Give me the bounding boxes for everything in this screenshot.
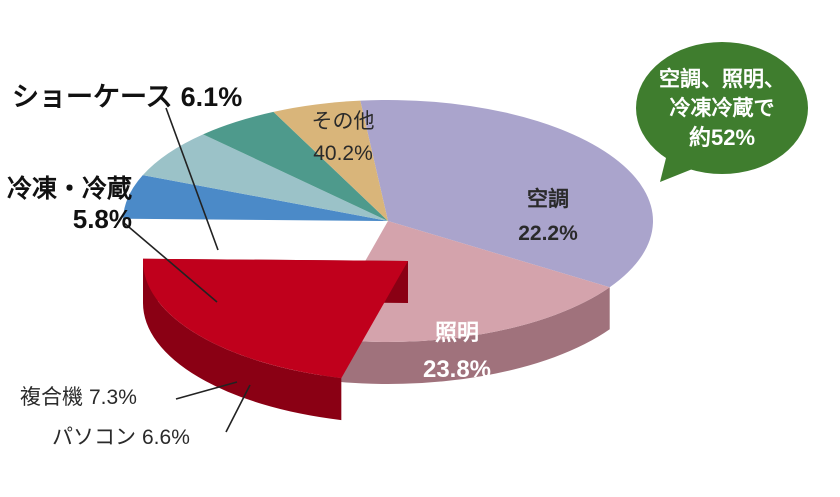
slice-label-pc-name: パソコン — [52, 426, 136, 449]
slice-value-lighting: 23.8% — [423, 356, 491, 383]
slice-aircon — [321, 221, 610, 342]
slice-lighting — [142, 258, 408, 379]
slice-lighting-group — [142, 258, 408, 421]
slice-value-copier: 7.3% — [89, 386, 137, 409]
leader-lines — [122, 107, 251, 433]
slice-value-freezer: 5.8% — [73, 204, 132, 234]
slice-label-copier-name: 複合機 — [20, 386, 83, 409]
callout-line-2: 冷凍冷蔵で — [670, 96, 775, 120]
callout-tail — [660, 150, 700, 182]
leader-line-copier — [175, 381, 238, 400]
slice-label-lighting: 照明 — [435, 320, 479, 345]
callout-line-1: 空調、照明、 — [659, 67, 785, 91]
slice-value-other: 40.2% — [313, 142, 373, 165]
slice-showcase — [273, 100, 388, 221]
slice-freezer — [203, 111, 388, 221]
slice-value-aircon: 22.2% — [518, 222, 578, 245]
leader-line-showcase — [165, 107, 219, 251]
slice-copier — [142, 134, 388, 221]
slice-label-pc: パソコン 6.6% — [52, 426, 190, 449]
callout-line-3: 約52% — [689, 125, 755, 150]
callout-bubble: 空調、照明、 冷凍冷蔵で 約52% — [636, 42, 808, 182]
callout-ellipse — [636, 42, 808, 174]
slice-other — [360, 99, 654, 288]
slice-label-freezer: 冷凍・冷蔵 — [7, 174, 132, 203]
slice-pc — [123, 175, 389, 221]
slice-label-aircon: 空調 — [527, 187, 569, 211]
slice-label-showcase: ショーケース 6.1% — [12, 82, 242, 112]
slice-value-pc: 6.6% — [142, 426, 190, 449]
slice-label-showcase-name: ショーケース — [12, 82, 173, 112]
slice-side-aircon — [321, 287, 610, 385]
slice-label-other: その他 — [312, 110, 375, 133]
slice-side-lighting — [143, 261, 342, 421]
pie-side-layer — [321, 287, 610, 385]
slice-value-showcase: 6.1% — [181, 82, 243, 112]
pie-top-layer — [123, 99, 654, 342]
leader-line-freezer — [122, 221, 218, 303]
leader-line-pc — [225, 384, 251, 433]
slice-label-copier: 複合機 7.3% — [20, 386, 137, 409]
